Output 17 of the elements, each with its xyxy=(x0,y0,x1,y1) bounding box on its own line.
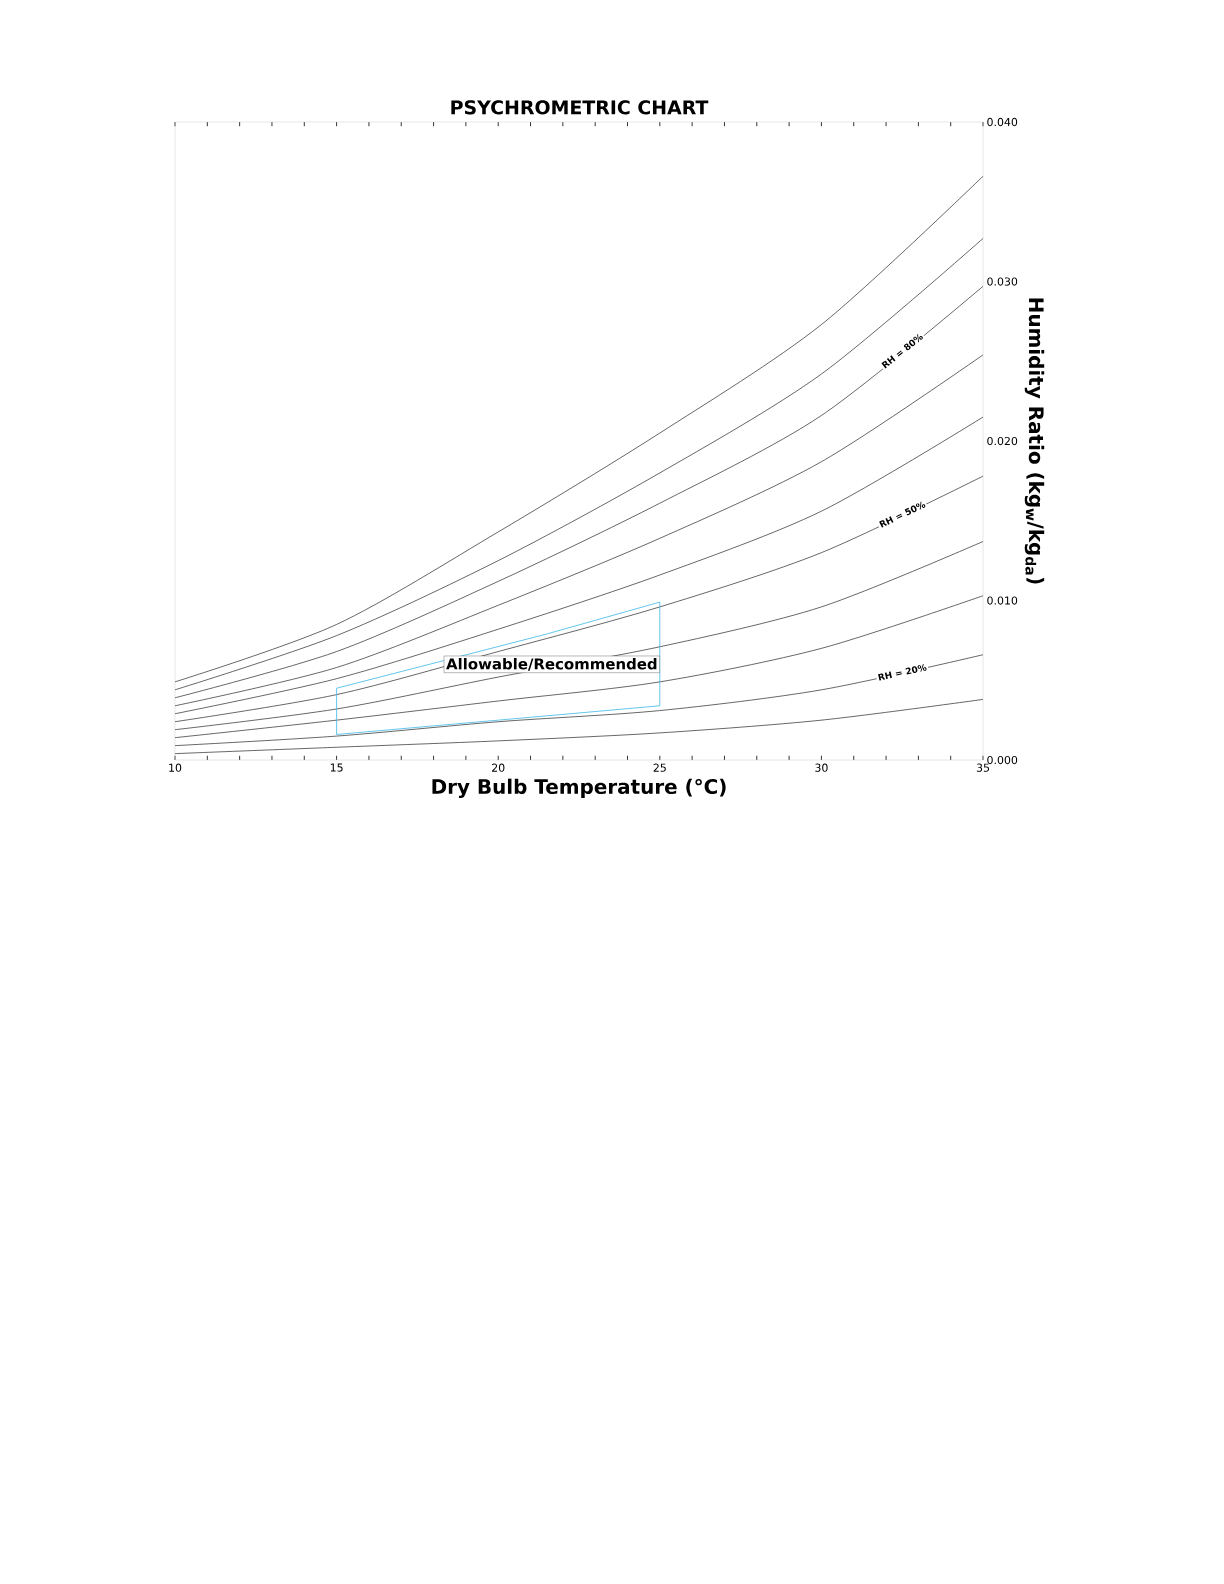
chart-title: PSYCHROMETRIC CHART xyxy=(451,100,709,115)
x-tick-label: 25 xyxy=(653,763,666,772)
y-tick-label: 0.030 xyxy=(987,277,1018,286)
x-tick-label: 30 xyxy=(815,763,828,772)
text: RH = 50% xyxy=(879,501,926,528)
y-axis-title: Humidity Ratio (kg$_{w}$/kg$_{da}$) xyxy=(1024,298,1045,584)
x-axis-title: Dry Bulb Temperature (°C) xyxy=(432,778,726,799)
x-tick-label: 20 xyxy=(492,763,505,772)
x-tick-label: 15 xyxy=(330,763,343,772)
x-tick-label: 35 xyxy=(976,763,990,772)
y-tick-label: 0.000 xyxy=(987,755,1018,765)
y-tick-label: 0.040 xyxy=(987,117,1018,127)
y-tick-label: 0.020 xyxy=(987,436,1018,446)
text: RH = 20% xyxy=(878,664,927,681)
x-tick-label: 10 xyxy=(169,763,182,772)
y-tick-label: 0.010 xyxy=(987,596,1018,605)
series-label: Allowable/Recommended xyxy=(446,657,657,671)
